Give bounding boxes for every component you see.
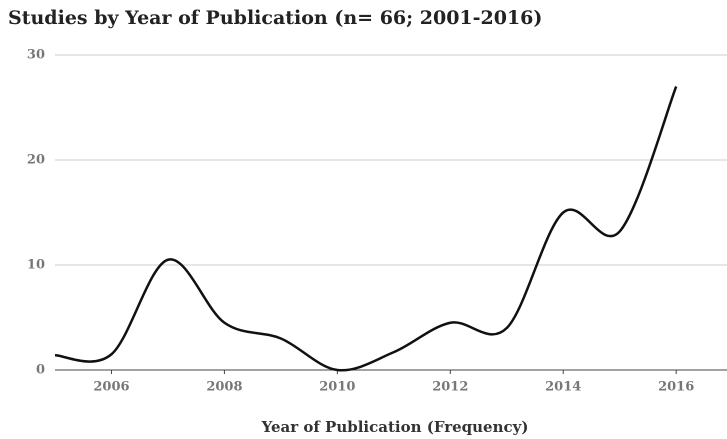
x-tick-label: 2008	[206, 380, 242, 395]
chart-title: Studies by Year of Publication (n= 66; 2…	[8, 7, 542, 29]
y-tick-label: 20	[27, 153, 45, 168]
x-tick-label: 2006	[93, 380, 129, 395]
x-tick-label: 2012	[432, 380, 468, 395]
x-tick-label: 2016	[658, 380, 694, 395]
y-tick-label: 0	[36, 363, 45, 378]
line	[54, 86, 678, 372]
y-tick-label: 10	[27, 258, 45, 273]
x-tick-label: 2014	[545, 380, 581, 395]
x-tick-label: 2010	[319, 380, 355, 395]
y-tick-label: 30	[27, 48, 45, 63]
x-axis-label: Year of Publication (Frequency)	[261, 418, 529, 436]
